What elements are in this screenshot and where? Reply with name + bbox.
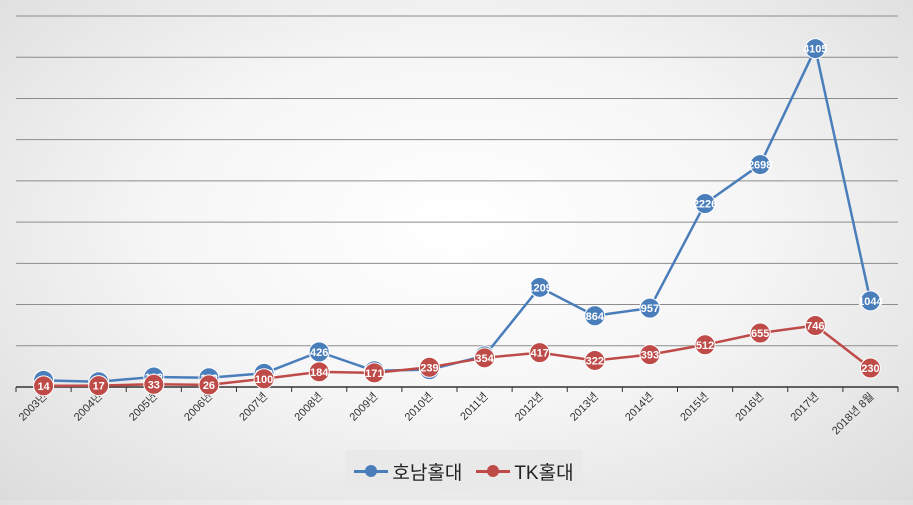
series-1-data-label: 239 [420, 362, 438, 374]
series-0-data-label: 4105 [803, 44, 827, 56]
legend-swatch-series-1 [476, 464, 511, 478]
series-1-data-label: 354 [475, 353, 494, 365]
series-1-data-label: 393 [641, 350, 659, 362]
x-tick-label: 2011년 [458, 390, 491, 423]
x-tick-label: 2005년 [126, 390, 160, 424]
x-tick-label: 2009년 [347, 390, 381, 424]
x-tick-label: 2012년 [512, 390, 546, 424]
legend-label-series-0: 호남홀대 [392, 462, 463, 484]
series-1-point [474, 347, 496, 369]
series-0-point [859, 290, 881, 312]
series-1-point [143, 373, 165, 395]
x-tick-label: 2008년 [292, 390, 326, 424]
series-1-data-label: 230 [861, 363, 879, 375]
series-0-point [694, 192, 716, 214]
series-1-data-label: 184 [310, 367, 329, 379]
series-1-data-label: 100 [255, 374, 273, 386]
series-1-data-label: 746 [806, 320, 824, 332]
series-1-point [584, 349, 606, 371]
series-line-1 [43, 324, 872, 388]
series-0-data-label: 864 [586, 311, 605, 323]
series-0-point [804, 38, 826, 60]
series-0-data-label: 1044 [858, 296, 883, 308]
series-0-data-label: 426 [310, 347, 328, 359]
series-1-data-label: 512 [696, 340, 714, 352]
legend: 호남홀대 TK홀대 [345, 450, 583, 492]
legend-swatch-series-0 [354, 464, 389, 478]
series-0-data-label: 1209 [527, 282, 551, 294]
series-1-data-label: 17 [93, 381, 105, 393]
x-tick-label: 2007년 [237, 390, 271, 424]
series-1-point [308, 361, 330, 383]
series-1-point [749, 322, 771, 344]
series-0-point [749, 154, 771, 176]
series-1-point [418, 356, 440, 378]
series-1-point [363, 362, 385, 384]
series-1-point [694, 334, 716, 356]
series-1-point [639, 344, 661, 366]
series-0-point [639, 297, 661, 319]
series-1-point [253, 368, 275, 390]
series-1-point [198, 374, 220, 396]
series-1-point [859, 357, 881, 379]
series-1-point [88, 375, 110, 397]
series-1-data-label: 14 [37, 381, 50, 393]
series-1-data-label: 33 [148, 379, 160, 391]
series-0-point [584, 305, 606, 327]
x-tick-label: 2013년 [567, 390, 601, 424]
series-1-data-label: 417 [531, 348, 549, 360]
x-tick-label: 2014년 [622, 390, 656, 424]
x-tick-label: 2015년 [678, 390, 712, 424]
legend-item-series-0: 호남홀대 [354, 458, 462, 485]
series-1-point [804, 314, 826, 336]
legend-item-series-1: TK홀대 [476, 458, 574, 485]
series-0-point [529, 276, 551, 298]
series-0-data-label: 2226 [693, 198, 717, 210]
series-1-data-label: 322 [586, 355, 604, 367]
x-tick-label: 2016년 [733, 390, 767, 424]
x-tick-label: 2010년 [402, 390, 436, 424]
series-1-data-label: 26 [203, 380, 215, 392]
legend-label-series-1: TK홀대 [514, 462, 574, 484]
series-1-point [33, 375, 55, 397]
series-1-data-label: 171 [365, 368, 383, 380]
x-tick-label: 2017년 [788, 390, 822, 424]
x-tick-label: 2018년 8월 [829, 390, 876, 437]
series-1-point [529, 342, 551, 364]
series-0-data-label: 957 [641, 303, 659, 315]
series-0-data-label: 2698 [748, 160, 772, 172]
series-1-data-label: 655 [751, 328, 769, 340]
